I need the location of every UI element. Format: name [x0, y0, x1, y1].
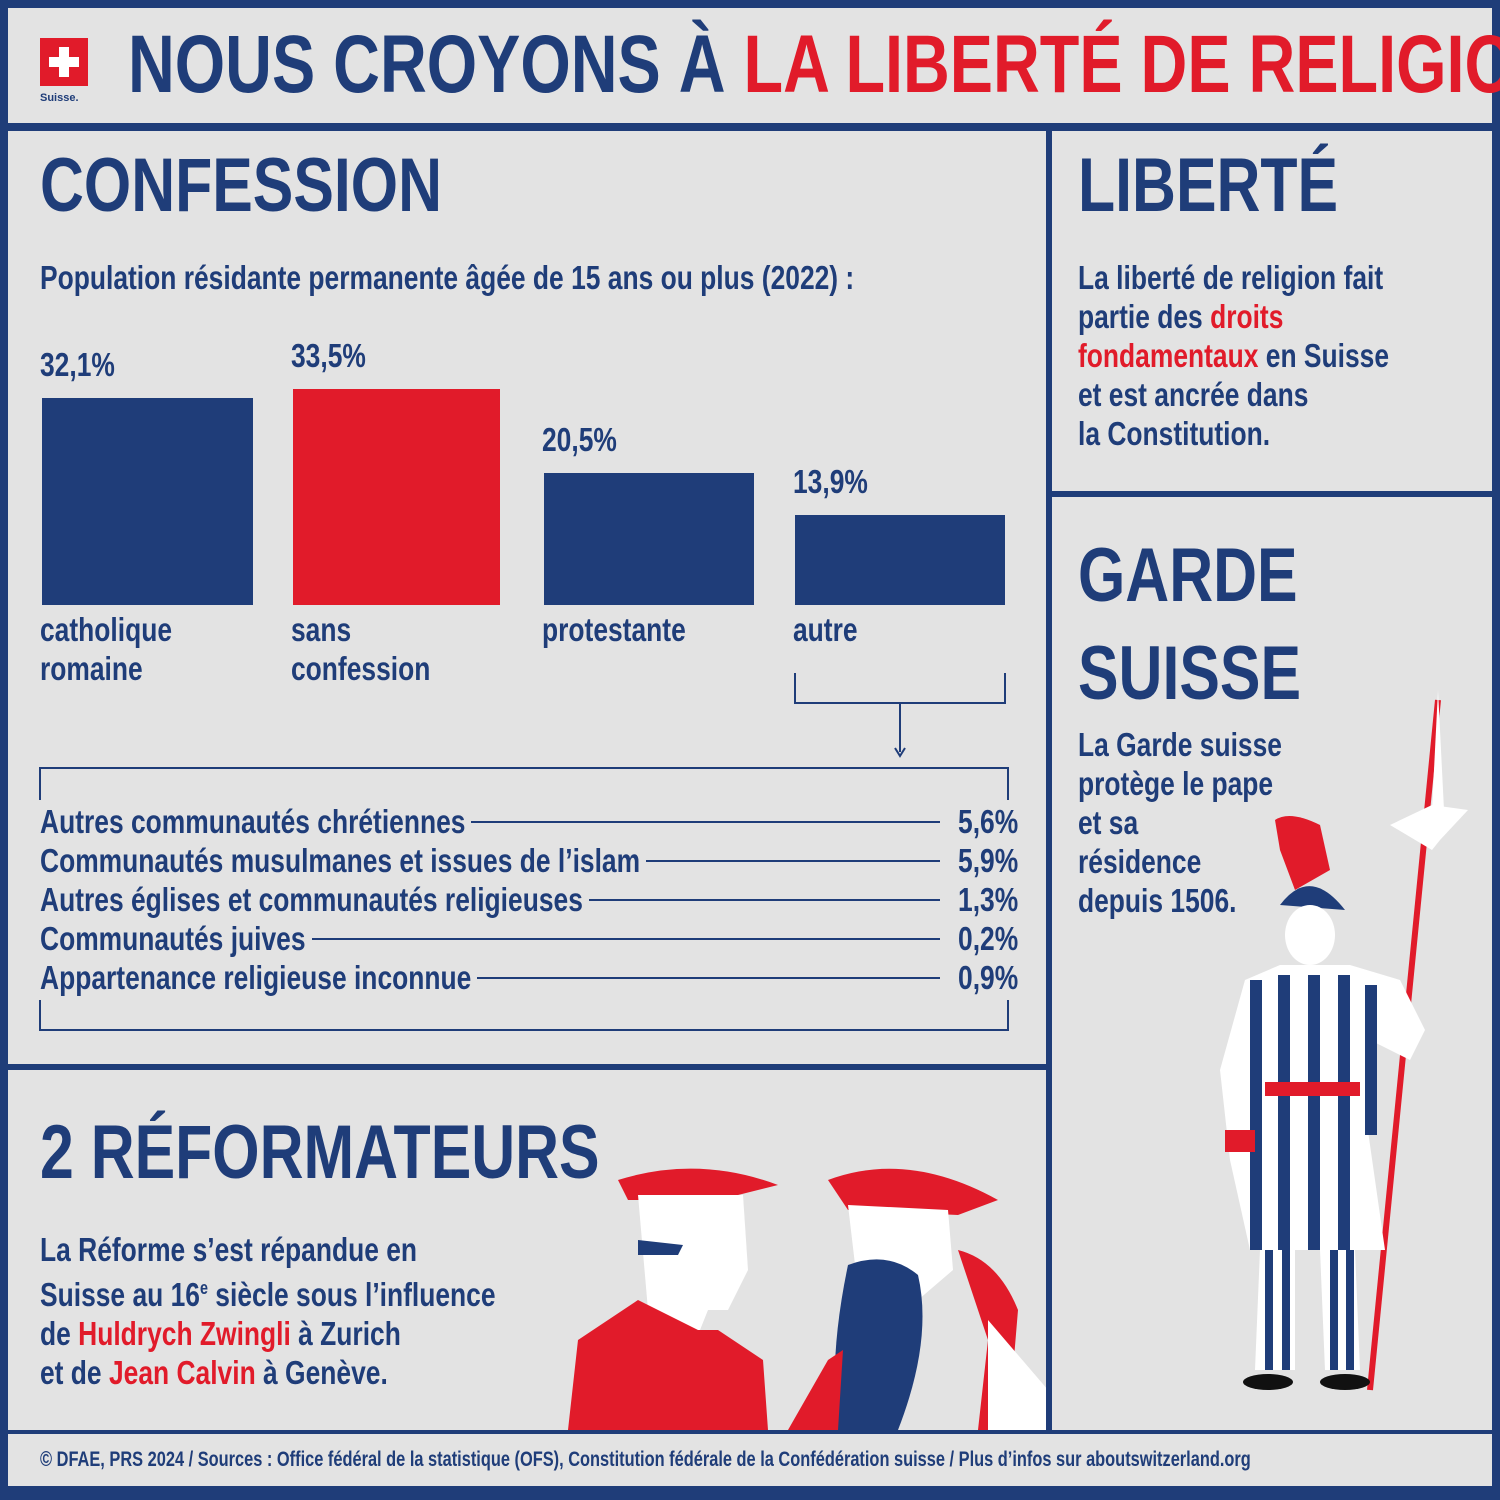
reformateurs-line: à Genève.	[255, 1354, 388, 1391]
category-label: sans confession	[291, 610, 465, 688]
leader-line	[471, 820, 940, 823]
bar-0	[42, 397, 253, 605]
page-title: NOUS CROYONS À LA LIBERTÉ DE RELIGION	[128, 24, 1500, 106]
reformateurs-line: à Zurich	[290, 1315, 401, 1352]
bar-1	[293, 388, 500, 605]
liberte-line: et est ancrée dans	[1078, 376, 1309, 413]
data-label: 20,5%	[542, 421, 636, 459]
liberte-line: La liberté de religion fait	[1078, 259, 1384, 296]
breakdown-label: Autres églises et communautés religieuse…	[40, 880, 583, 918]
breakdown-label: Appartenance religieuse inconnue	[40, 958, 472, 996]
liberte-highlight: droits	[1210, 298, 1284, 335]
category-label-line: catholique	[40, 611, 173, 648]
category-label-line: romaine	[40, 650, 143, 687]
reformateurs-line: Suisse au 16	[40, 1276, 200, 1313]
breakdown-label: Communautés musulmanes et issues de l’is…	[40, 841, 641, 879]
breakdown-label: Communautés juives	[40, 919, 306, 957]
reformateurs-panel	[8, 1070, 1046, 1430]
swiss-guard-illustration	[1220, 690, 1468, 1391]
leader-line	[646, 859, 940, 862]
zwingli-name: Huldrych Zwingli	[78, 1315, 291, 1352]
liberte-text: La liberté de religion fait partie des d…	[1078, 258, 1467, 453]
leader-line	[588, 898, 940, 901]
breakdown-row: Appartenance religieuse inconnue 0,9%	[40, 958, 1019, 997]
breakdown-row: Communautés juives 0,2%	[40, 919, 1019, 958]
garde-line: résidence	[1078, 843, 1202, 880]
breakdown-row: Autres communautés chrétiennes 5,6%	[40, 802, 1019, 841]
reformateurs-title: 2 RÉFORMATEURS	[40, 1110, 600, 1195]
reformers-illustration	[568, 1168, 1046, 1430]
breakdown-value: 0,2%	[957, 919, 1019, 957]
category-label-line: sans	[291, 611, 352, 648]
garde-line: La Garde suisse	[1078, 726, 1282, 763]
data-label: 33,5%	[291, 337, 385, 375]
garde-title-line: SUISSE	[1078, 631, 1302, 716]
data-label-text: 20,5%	[542, 420, 617, 458]
leader-line	[477, 976, 940, 979]
data-label-text: 13,9%	[793, 463, 868, 501]
reformateurs-line: de	[40, 1315, 79, 1352]
category-label: autre	[793, 610, 874, 649]
breakdown-value: 5,6%	[957, 802, 1019, 840]
category-label: protestante	[542, 610, 722, 649]
breakdown-row: Communautés musulmanes et issues de l’is…	[40, 841, 1019, 880]
reformateurs-line: La Réforme s’est répandue en	[40, 1231, 418, 1268]
data-label-text: 33,5%	[291, 336, 366, 374]
liberte-line: en Suisse	[1258, 337, 1390, 374]
liberte-title: LIBERTÉ	[1078, 143, 1339, 228]
chart-subtitle: Population résidante permanente âgée de …	[40, 259, 855, 296]
footer-text: © DFAE, PRS 2024 / Sources : Office fédé…	[40, 1448, 1251, 1471]
confession-title: CONFESSION	[40, 143, 442, 228]
bar-2	[544, 472, 754, 605]
breakdown-value: 0,9%	[957, 958, 1019, 996]
reformateurs-line: siècle sous l’influence	[207, 1276, 496, 1313]
breakdown-value: 1,3%	[957, 880, 1019, 918]
garde-line: et sa	[1078, 804, 1139, 841]
reformateurs-line: et de	[40, 1354, 109, 1391]
category-label-line: autre	[793, 611, 858, 648]
superscript: e	[199, 1278, 208, 1298]
liberte-panel	[1052, 131, 1492, 491]
calvin-name: Jean Calvin	[108, 1354, 256, 1391]
footer: © DFAE, PRS 2024 / Sources : Office fédé…	[8, 1434, 1492, 1486]
liberte-line: partie des	[1078, 298, 1211, 335]
garde-line: protège le pape	[1078, 765, 1274, 802]
garde-text: La Garde suisse protège le pape et sa ré…	[1078, 725, 1333, 920]
data-label: 13,9%	[793, 463, 887, 501]
bar-3	[795, 515, 1005, 605]
header: Suisse. NOUS CROYONS À LA LIBERTÉ DE REL…	[8, 8, 1500, 123]
reformateurs-text: La Réforme s’est répandue en Suisse au 1…	[40, 1230, 609, 1392]
garde-line: depuis 1506.	[1078, 882, 1237, 919]
garde-title: GARDE SUISSE	[1078, 538, 1357, 734]
data-label: 32,1%	[40, 346, 134, 384]
breakdown-label: Autres communautés chrétiennes	[40, 802, 466, 840]
logo-label: Suisse.	[40, 92, 79, 104]
title-part2: LA LIBERTÉ DE RELIGION	[743, 19, 1500, 110]
liberte-highlight: fondamentaux	[1078, 337, 1259, 374]
category-label-line: protestante	[542, 611, 686, 648]
breakdown-row: Autres églises et communautés religieuse…	[40, 880, 1019, 919]
leader-line	[311, 937, 940, 940]
swiss-logo: Suisse.	[40, 38, 88, 104]
data-label-text: 32,1%	[40, 345, 115, 383]
garde-title-line: GARDE	[1078, 533, 1298, 618]
swiss-flag-icon	[40, 38, 88, 86]
category-label-line: confession	[291, 650, 431, 687]
title-part1: NOUS CROYONS À	[128, 19, 726, 110]
category-label: catholique romaine	[40, 610, 205, 688]
bracket-connector	[39, 673, 1009, 1031]
liberte-line: la Constitution.	[1078, 415, 1271, 452]
breakdown-value: 5,9%	[957, 841, 1019, 879]
